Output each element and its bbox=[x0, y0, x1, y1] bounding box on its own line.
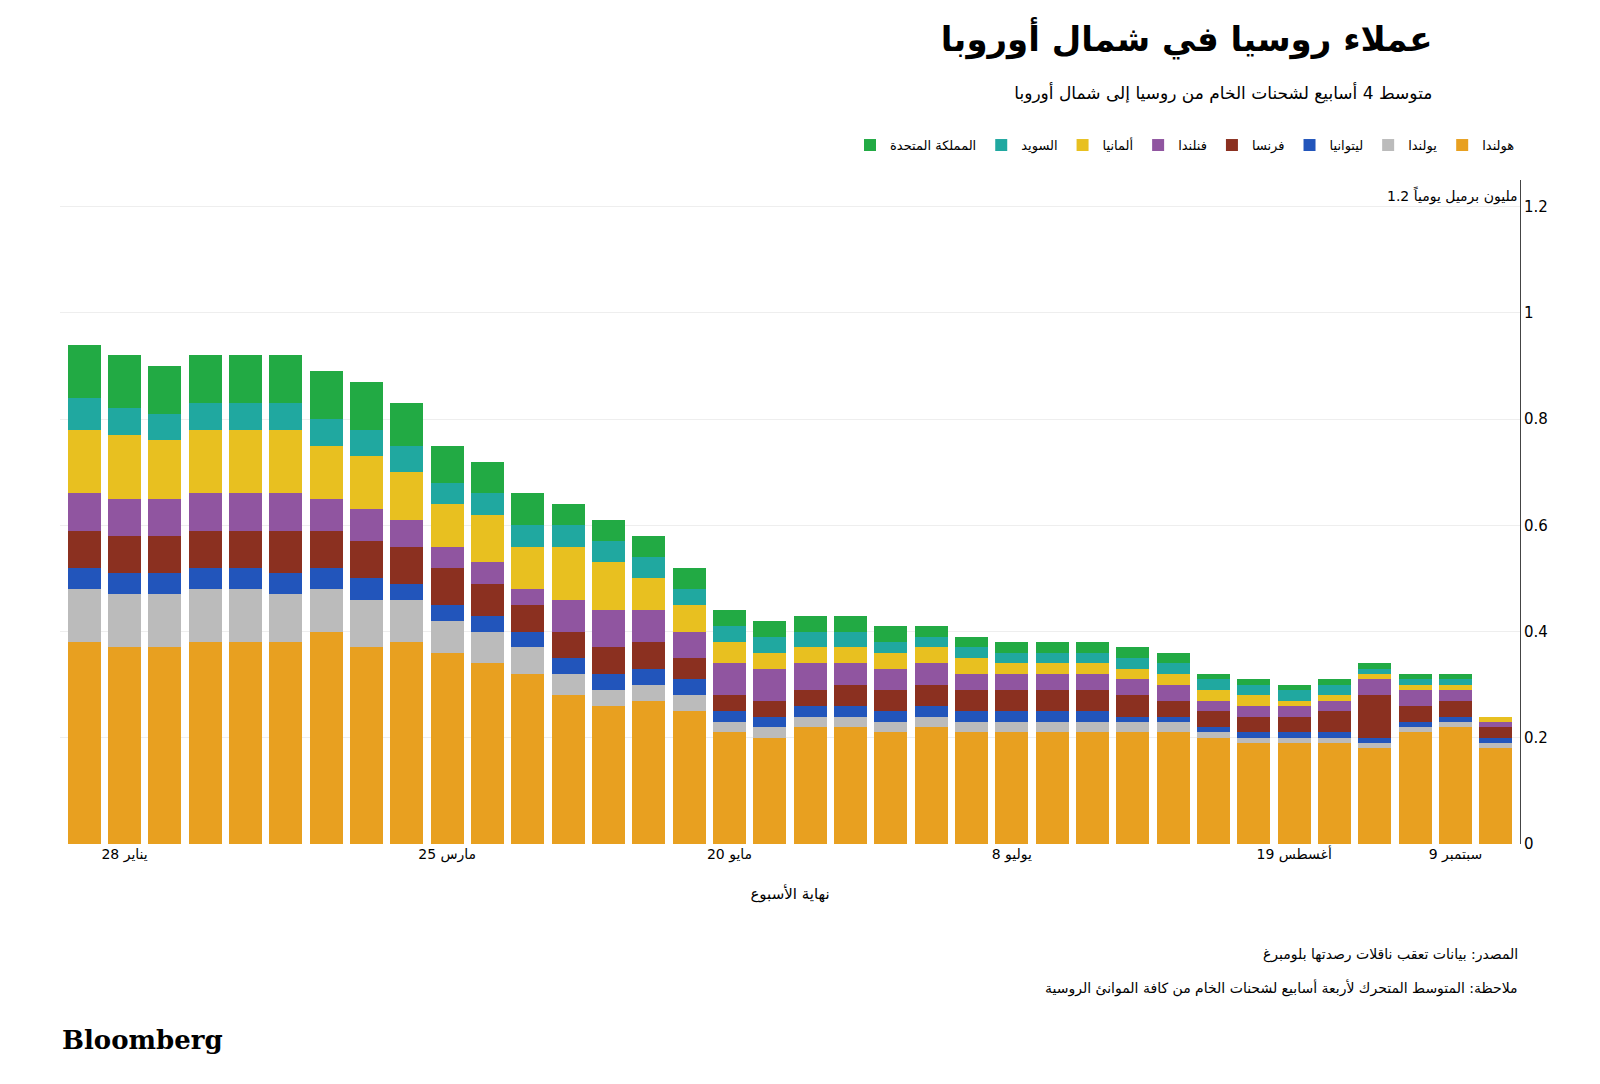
svg-text:ليتوانيا: ليتوانيا bbox=[1330, 138, 1364, 154]
svg-text:المصدر: بيانات تعقب ناقلات رصد: المصدر: بيانات تعقب ناقلات رصدتها بلومبر… bbox=[1263, 946, 1518, 963]
svg-text:نهاية الأسبوع: نهاية الأسبوع bbox=[750, 884, 829, 903]
svg-text:0.4: 0.4 bbox=[1524, 623, 1548, 641]
svg-text:السويد: السويد bbox=[1021, 138, 1057, 154]
svg-text:25 مارس: 25 مارس bbox=[418, 846, 476, 863]
svg-text:فرنسا: فرنسا bbox=[1252, 138, 1285, 154]
svg-text:0.6: 0.6 bbox=[1524, 517, 1548, 535]
svg-text:Bloomberg: Bloomberg bbox=[62, 1025, 223, 1055]
svg-text:19 أغسطس: 19 أغسطس bbox=[1256, 845, 1331, 863]
svg-text:هولندا: هولندا bbox=[1482, 138, 1514, 154]
svg-text:28 يناير: 28 يناير bbox=[101, 846, 147, 863]
svg-text:متوسط 4 أسابيع لشحنات الخام من: متوسط 4 أسابيع لشحنات الخام من روسيا إلى… bbox=[1014, 82, 1432, 104]
svg-text:1.2: 1.2 bbox=[1524, 198, 1548, 216]
svg-text:ألمانيا: ألمانيا bbox=[1103, 137, 1134, 153]
svg-text:0.8: 0.8 bbox=[1524, 410, 1548, 428]
svg-text:عملاء روسيا في شمال أوروبا: عملاء روسيا في شمال أوروبا bbox=[941, 17, 1433, 60]
svg-text:8 يوليو: 8 يوليو bbox=[992, 846, 1032, 863]
svg-text:9 سبتمبر: 9 سبتمبر bbox=[1429, 846, 1483, 863]
svg-text:1: 1 bbox=[1524, 304, 1534, 322]
svg-text:20 مايو: 20 مايو bbox=[707, 846, 752, 863]
svg-text:يولندا: يولندا bbox=[1408, 138, 1437, 154]
svg-text:المملكة المتحدة: المملكة المتحدة bbox=[890, 138, 976, 153]
svg-text:ملاحظة: المتوسط المتحرك لأربعة: ملاحظة: المتوسط المتحرك لأربعة أسابيع لش… bbox=[1045, 979, 1518, 997]
svg-text:فنلندا: فنلندا bbox=[1178, 138, 1207, 153]
svg-text:1.2 مليون برميل يومياً: 1.2 مليون برميل يومياً bbox=[1387, 186, 1518, 205]
svg-text:0.2: 0.2 bbox=[1524, 729, 1548, 747]
svg-text:0: 0 bbox=[1524, 835, 1534, 853]
